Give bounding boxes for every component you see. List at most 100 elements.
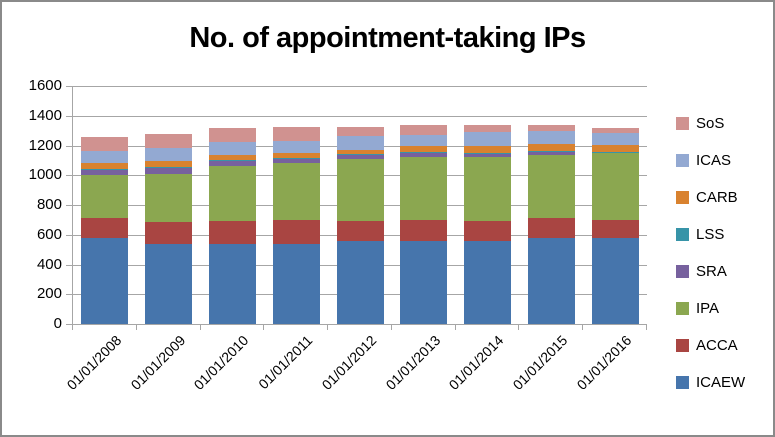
x-axis-tick [135, 325, 137, 330]
bar-segment-carb-2013[interactable] [400, 145, 448, 153]
legend-swatch-ipa [676, 302, 689, 315]
bar-segment-icas-2014[interactable] [464, 132, 512, 146]
y-axis-label-1200: 1200 [28, 136, 62, 154]
bar-segment-icaew-2012[interactable] [336, 241, 384, 324]
bar-segment-sra-2009[interactable] [145, 167, 193, 174]
legend-swatch-icaew [676, 376, 689, 389]
legend-label-carb: CARB [696, 189, 738, 206]
bar-segment-carb-2012[interactable] [336, 150, 384, 155]
bar-segment-lss-2009[interactable] [145, 167, 193, 168]
bar-segment-carb-2016[interactable] [591, 144, 639, 152]
bar-segment-lss-2012[interactable] [336, 154, 384, 156]
legend-item-sos[interactable]: SoS [676, 105, 745, 142]
bar-segment-sos-2015[interactable] [527, 124, 575, 132]
legend-item-carb[interactable]: CARB [676, 179, 745, 216]
bar-segment-icaew-2015[interactable] [527, 238, 575, 324]
bar-segment-ipa-2015[interactable] [527, 155, 575, 219]
bar-segment-icas-2011[interactable] [272, 140, 320, 153]
bar-segment-carb-2014[interactable] [464, 145, 512, 153]
bar-segment-icas-2015[interactable] [527, 131, 575, 144]
bar-segment-sos-2010[interactable] [208, 127, 256, 142]
legend-item-icas[interactable]: ICAS [676, 142, 745, 179]
bar-segment-acca-2016[interactable] [591, 220, 639, 238]
legend-swatch-carb [676, 191, 689, 204]
bar-segment-sra-2013[interactable] [400, 152, 448, 157]
bar-segment-lss-2013[interactable] [400, 152, 448, 153]
bar-segment-acca-2014[interactable] [464, 220, 512, 242]
legend-item-icaew[interactable]: ICAEW [676, 364, 745, 401]
y-axis-label-1600: 1600 [28, 77, 62, 94]
bar-segment-ipa-2016[interactable] [591, 153, 639, 221]
y-axis-tick [66, 324, 72, 325]
bar-segment-icaew-2016[interactable] [591, 237, 639, 324]
bar-segment-sos-2014[interactable] [464, 124, 512, 133]
bar-segment-sra-2011[interactable] [272, 158, 320, 163]
chart-title[interactable]: No. of appointment-taking IPs [189, 22, 586, 54]
bar-segment-icas-2009[interactable] [145, 147, 193, 162]
bar-segment-sos-2011[interactable] [272, 126, 320, 141]
bar-segment-acca-2015[interactable] [527, 218, 575, 239]
bar-segment-lss-2008[interactable] [81, 169, 129, 171]
y-axis-label-200: 200 [36, 285, 62, 303]
legend-item-ipa[interactable]: IPA [676, 290, 745, 327]
legend-item-sra[interactable]: SRA [676, 253, 745, 290]
bar-segment-ipa-2014[interactable] [464, 156, 512, 221]
bar-segment-icas-2013[interactable] [400, 135, 448, 146]
bar-segment-sos-2008[interactable] [81, 137, 129, 151]
bar-segment-icaew-2008[interactable] [81, 238, 129, 324]
bar-segment-icaew-2010[interactable] [208, 244, 256, 324]
bar-segment-sra-2016[interactable] [591, 152, 639, 154]
bar-segment-sos-2009[interactable] [145, 133, 193, 148]
bar-segment-ipa-2012[interactable] [336, 158, 384, 222]
bar-segment-ipa-2010[interactable] [208, 165, 256, 222]
bar-segment-carb-2010[interactable] [208, 155, 256, 161]
bar-segment-acca-2009[interactable] [145, 222, 193, 245]
bar-segment-sos-2016[interactable] [591, 128, 639, 134]
bar-segment-sra-2014[interactable] [464, 153, 512, 157]
bar-segment-icaew-2014[interactable] [464, 241, 512, 324]
bar-segment-acca-2010[interactable] [208, 221, 256, 245]
bar-segment-lss-2014[interactable] [464, 152, 512, 154]
bar-segment-lss-2015[interactable] [527, 151, 575, 152]
bar-segment-sos-2013[interactable] [400, 124, 448, 136]
bar-segment-ipa-2009[interactable] [145, 173, 193, 223]
bar-segment-icaew-2013[interactable] [400, 240, 448, 324]
bar-segment-icas-2016[interactable] [591, 133, 639, 145]
bar-segment-sra-2015[interactable] [527, 151, 575, 156]
bar-segment-carb-2011[interactable] [272, 152, 320, 158]
legend-label-sra: SRA [696, 263, 727, 280]
bar-segment-ipa-2011[interactable] [272, 162, 320, 220]
bar-segment-acca-2011[interactable] [272, 219, 320, 244]
legend-item-acca[interactable]: ACCA [676, 327, 745, 364]
bar-segment-carb-2008[interactable] [81, 163, 129, 170]
bar-segment-icaew-2011[interactable] [272, 243, 320, 324]
y-axis-label-1000: 1000 [28, 166, 62, 184]
bar-segment-icas-2010[interactable] [208, 141, 256, 156]
bar-segment-lss-2011[interactable] [272, 157, 320, 159]
bar-segment-ipa-2008[interactable] [81, 175, 129, 219]
bar-segment-sos-2012[interactable] [336, 126, 384, 137]
bar-segment-acca-2012[interactable] [336, 221, 384, 242]
x-axis-tick [582, 325, 584, 330]
bar-segment-icas-2012[interactable] [336, 136, 384, 151]
bar-segment-acca-2008[interactable] [81, 218, 129, 239]
bar-segment-acca-2013[interactable] [400, 219, 448, 241]
y-axis-tick [66, 115, 72, 117]
x-axis-tick [263, 325, 265, 330]
x-axis-tick [390, 325, 392, 330]
bar-segment-carb-2009[interactable] [145, 161, 193, 168]
legend-item-lss[interactable]: LSS [676, 216, 745, 253]
x-axis-label-2015: 01/01/2015 [509, 332, 571, 393]
bar-segment-carb-2015[interactable] [527, 143, 575, 152]
bar-segment-icaew-2009[interactable] [145, 244, 193, 324]
bar-segment-sra-2010[interactable] [208, 161, 256, 166]
x-axis-label-2011: 01/01/2011 [255, 332, 316, 393]
legend-label-lss: LSS [696, 226, 725, 243]
bar-segment-sra-2008[interactable] [81, 170, 129, 176]
bar-segment-lss-2010[interactable] [208, 160, 256, 162]
bar-segment-sra-2012[interactable] [336, 155, 384, 159]
bar-segment-icas-2008[interactable] [81, 150, 129, 164]
y-axis-label-1400: 1400 [28, 106, 62, 124]
legend-swatch-acca [676, 339, 689, 352]
bar-segment-ipa-2013[interactable] [400, 156, 448, 220]
